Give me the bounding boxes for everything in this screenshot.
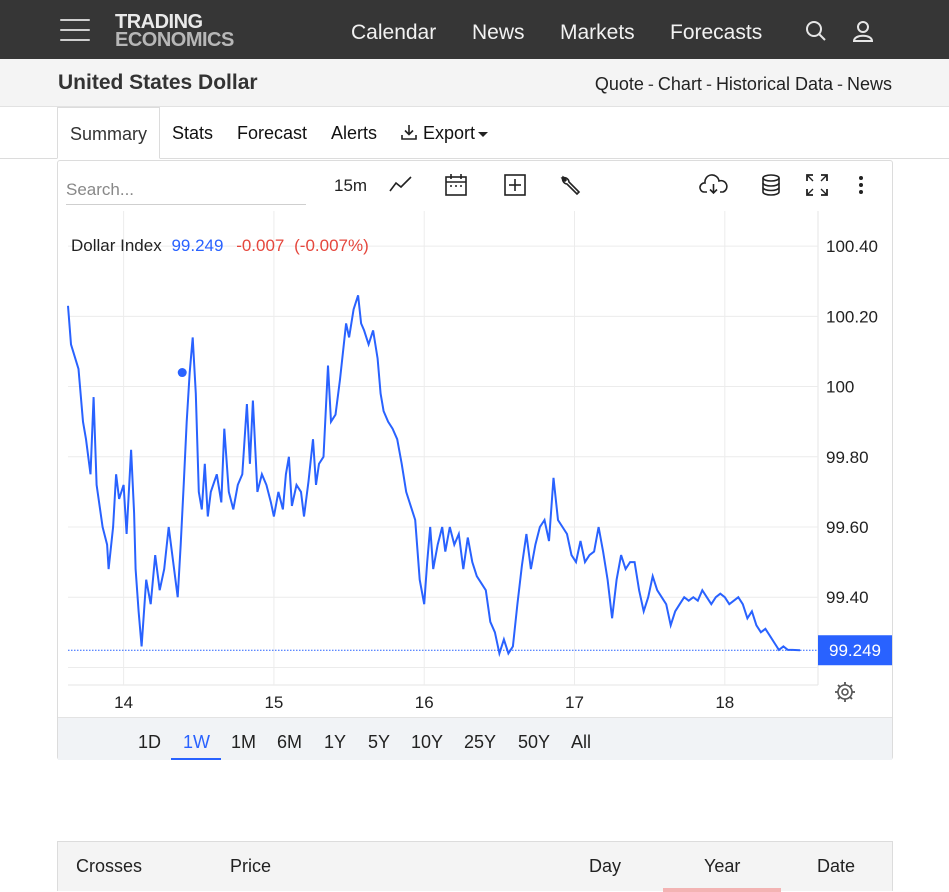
tab-summary[interactable]: Summary: [57, 107, 161, 159]
y-tick-label: 100.40: [826, 237, 878, 256]
export-dropdown[interactable]: Export: [400, 123, 489, 144]
separator: -: [836, 74, 843, 94]
nav-calendar[interactable]: Calendar: [351, 21, 437, 44]
time-range-bar: 1D 1W 1M 6M 1Y 5Y 10Y 25Y 50Y All: [58, 717, 892, 760]
calendar-icon[interactable]: [444, 173, 468, 197]
hover-marker: [177, 368, 187, 378]
export-label: Export: [423, 123, 476, 143]
active-range-indicator: [171, 758, 221, 760]
cloud-download-icon[interactable]: [699, 173, 729, 197]
range-10y[interactable]: 10Y: [411, 732, 444, 752]
range-6m[interactable]: 6M: [277, 732, 303, 752]
col-year[interactable]: Year: [704, 856, 741, 876]
link-historical-data[interactable]: Historical Data: [715, 74, 833, 94]
fullscreen-icon[interactable]: [805, 173, 829, 197]
series-value: 99.249: [171, 236, 223, 255]
series-name: Dollar Index: [71, 236, 162, 255]
col-crosses[interactable]: Crosses: [76, 856, 143, 876]
logo[interactable]: TRADING ECONOMICS: [115, 11, 234, 51]
top-nav: TRADING ECONOMICS Calendar News Markets …: [0, 0, 949, 59]
link-quote[interactable]: Quote: [594, 74, 644, 94]
more-options-icon[interactable]: [852, 173, 870, 197]
page-title: United States Dollar: [58, 71, 258, 94]
x-tick-label: 16: [415, 693, 434, 712]
range-25y[interactable]: 25Y: [464, 732, 497, 752]
nav-markets[interactable]: Markets: [560, 21, 635, 44]
last-price-badge-bg: [818, 635, 892, 666]
range-5y[interactable]: 5Y: [368, 732, 391, 752]
database-icon[interactable]: [759, 173, 783, 197]
series-change-pct: (-0.007%): [294, 236, 369, 255]
nav-forecasts[interactable]: Forecasts: [670, 21, 763, 44]
chart-legend: Dollar Index 99.249 -0.007 (-0.007%): [71, 236, 369, 255]
y-tick-label: 99.60: [826, 518, 869, 537]
user-icon[interactable]: [852, 20, 874, 42]
link-news[interactable]: News: [846, 74, 892, 94]
logo-line-1: TRADING: [115, 11, 203, 33]
col-price[interactable]: Price: [230, 856, 272, 876]
range-all[interactable]: All: [571, 732, 592, 752]
y-tick-label: 100: [826, 378, 854, 397]
page-header: United States Dollar Quote - Chart - Histori…: [0, 59, 949, 107]
series-change: -0.007: [236, 236, 284, 255]
download-icon: [401, 125, 417, 140]
nav-news[interactable]: News: [472, 21, 525, 44]
x-tick-label: 14: [114, 693, 133, 712]
tab-forecast[interactable]: Forecast: [237, 123, 308, 143]
tab-bar: Summary Stats Forecast Alerts Export: [0, 107, 949, 159]
range-1d[interactable]: 1D: [138, 732, 162, 752]
y-tick-label: 99.40: [826, 588, 869, 607]
x-axis-labels: 14 15 16 17 18: [114, 693, 734, 712]
col-day[interactable]: Day: [589, 856, 622, 876]
y-tick-label: 99.80: [826, 448, 869, 467]
y-axis-labels: 99.40 99.60 99.80 100 100.20 100.40: [826, 237, 878, 607]
last-price-badge: 99.249: [818, 635, 892, 666]
x-tick-label: 15: [264, 693, 283, 712]
x-tick-label: 17: [565, 693, 584, 712]
header-links: Quote - Chart - Historical Data - News: [595, 74, 892, 95]
col-date[interactable]: Date: [817, 856, 856, 876]
link-chart[interactable]: Chart: [657, 74, 702, 94]
separator: -: [705, 74, 712, 94]
range-1m[interactable]: 1M: [231, 732, 257, 752]
interval-selector[interactable]: 15m: [334, 176, 368, 195]
range-1y[interactable]: 1Y: [324, 732, 347, 752]
range-50y[interactable]: 50Y: [518, 732, 551, 752]
last-price-badge-label: 99.249: [829, 641, 881, 660]
crosses-table-header: Crosses Price Day Year Date: [57, 841, 893, 892]
y-tick-label: 100.20: [826, 307, 878, 326]
line-chart-type-icon[interactable]: [388, 173, 414, 197]
search-icon[interactable]: [805, 20, 827, 42]
year-column-accent: [663, 888, 781, 892]
wrench-icon[interactable]: [558, 173, 582, 197]
chart-grid: [68, 211, 819, 686]
tab-alerts[interactable]: Alerts: [331, 123, 378, 143]
price-series-line: [67, 294, 801, 658]
symbol-search-input[interactable]: [66, 175, 306, 205]
add-indicator-icon[interactable]: [503, 173, 527, 197]
menu-icon[interactable]: [60, 19, 90, 43]
caret-down-icon: [478, 131, 489, 137]
range-1w[interactable]: 1W: [183, 732, 210, 752]
tab-stats[interactable]: Stats: [172, 123, 214, 143]
chart-settings-icon[interactable]: [835, 682, 855, 702]
x-tick-label: 18: [715, 693, 734, 712]
dollar-index-chart[interactable]: 14 15 16 17 18 99.40 99.60 99.80 100 100.20 100.4…: [58, 161, 892, 717]
separator: -: [647, 74, 654, 94]
logo-line-2: ECONOMICS: [115, 29, 234, 51]
